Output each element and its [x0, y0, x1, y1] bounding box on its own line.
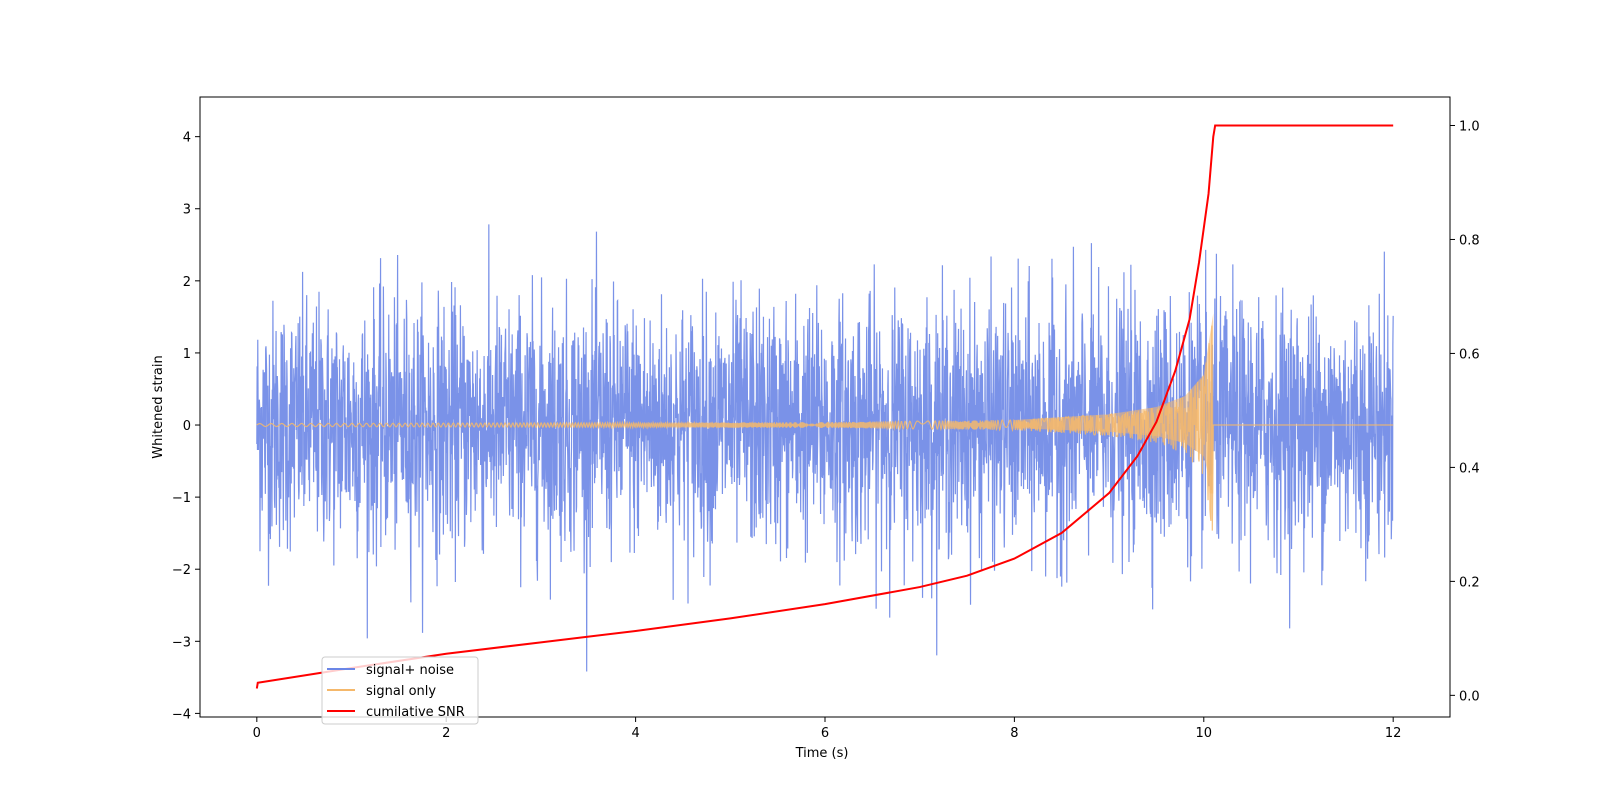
x-tick-label: 6: [821, 726, 829, 741]
signal-envelope-fill: [1014, 313, 1214, 494]
y2-tick-label: 0.6: [1459, 347, 1480, 362]
x-tick-label: 4: [631, 726, 639, 741]
x-tick-label: 8: [1010, 726, 1018, 741]
legend-label-cumulative-snr: cumilative SNR: [366, 705, 465, 720]
y-tick-label: −3: [172, 635, 191, 650]
x-tick-label: 2: [442, 726, 450, 741]
y-tick-label: −2: [172, 563, 191, 578]
legend: signal+ noise signal only cumilative SNR: [321, 656, 479, 725]
x-tick-label: 10: [1196, 726, 1213, 741]
y-axis-label: Whitened strain: [151, 355, 166, 458]
plot-area: [255, 124, 1394, 689]
y2-tick-label: 0.2: [1459, 575, 1480, 590]
series-cumulative-snr: [255, 124, 1394, 689]
legend-box: [321, 656, 479, 725]
y-tick-label: −4: [172, 707, 191, 722]
x-tick-label: 0: [253, 726, 261, 741]
y-tick-label: 4: [183, 131, 191, 146]
y-axis-left: 4 3 2 1 0 −1 −2 −3 −4: [172, 131, 200, 722]
y-tick-label: 3: [183, 203, 191, 218]
y-axis-right: 1.0 0.8 0.6 0.4 0.2 0.0: [1450, 119, 1480, 704]
y2-tick-label: 0.4: [1459, 461, 1480, 476]
y-tick-label: −1: [172, 491, 191, 506]
y2-tick-label: 0.0: [1459, 689, 1480, 704]
x-axis-label: Time (s): [795, 746, 849, 761]
x-axis: 0 2 4 6 8 10 12: [253, 717, 1402, 741]
y-tick-label: 1: [183, 347, 191, 362]
y2-tick-label: 1.0: [1459, 119, 1480, 134]
legend-label-signal-only: signal only: [366, 684, 436, 699]
x-tick-label: 12: [1385, 726, 1402, 741]
y-tick-label: 2: [183, 275, 191, 290]
y-tick-label: 0: [183, 419, 191, 434]
legend-label-signal-noise: signal+ noise: [366, 663, 454, 678]
y2-tick-label: 0.8: [1459, 233, 1480, 248]
